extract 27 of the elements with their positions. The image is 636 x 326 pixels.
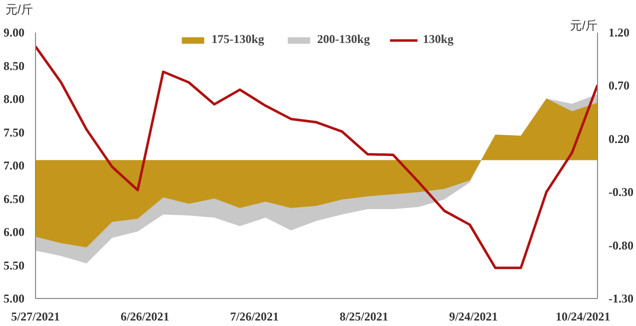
line-series [36,45,598,270]
y-axis-title: 元/斤 [6,2,33,16]
y-tick-label: 6.00 [4,225,24,239]
y2-tick-label: -0.80 [608,238,634,252]
y2-axis-title: 元/斤 [570,18,598,32]
legend-label: 130kg [422,32,454,47]
y2-tick-label: -1.30 [608,292,634,306]
x-tick-label: 7/26/2021 [230,310,279,324]
y2-tick-label: -0.30 [608,185,634,200]
y-tick-label: 9.00 [4,26,24,40]
y-tick-label: 8.50 [4,58,24,73]
x-tick-label: 10/24/2021 [556,310,610,324]
y-tick-label: 5.00 [4,292,24,306]
x-tick-label: 8/25/2021 [340,310,388,324]
y-tick-label: 8.00 [4,92,24,106]
x-tick-label: 6/26/2021 [120,310,170,324]
y-tick-label: 6.50 [4,192,24,206]
y2-tick-label: 0.70 [608,78,630,93]
x-tick-label: 5/27/2021 [11,310,60,324]
y-tick-label: 7.00 [4,158,24,172]
y-tick-label: 7.50 [4,125,24,140]
y-tick-label: 5.50 [4,258,24,272]
y2-tick-label: 1.20 [608,26,630,40]
legend-label: 175-130kg [211,32,264,47]
x-tick-label: 9/24/2021 [449,310,498,324]
y2-tick-label: 0.20 [608,132,630,146]
legend-label: 200-130kg [317,32,370,47]
